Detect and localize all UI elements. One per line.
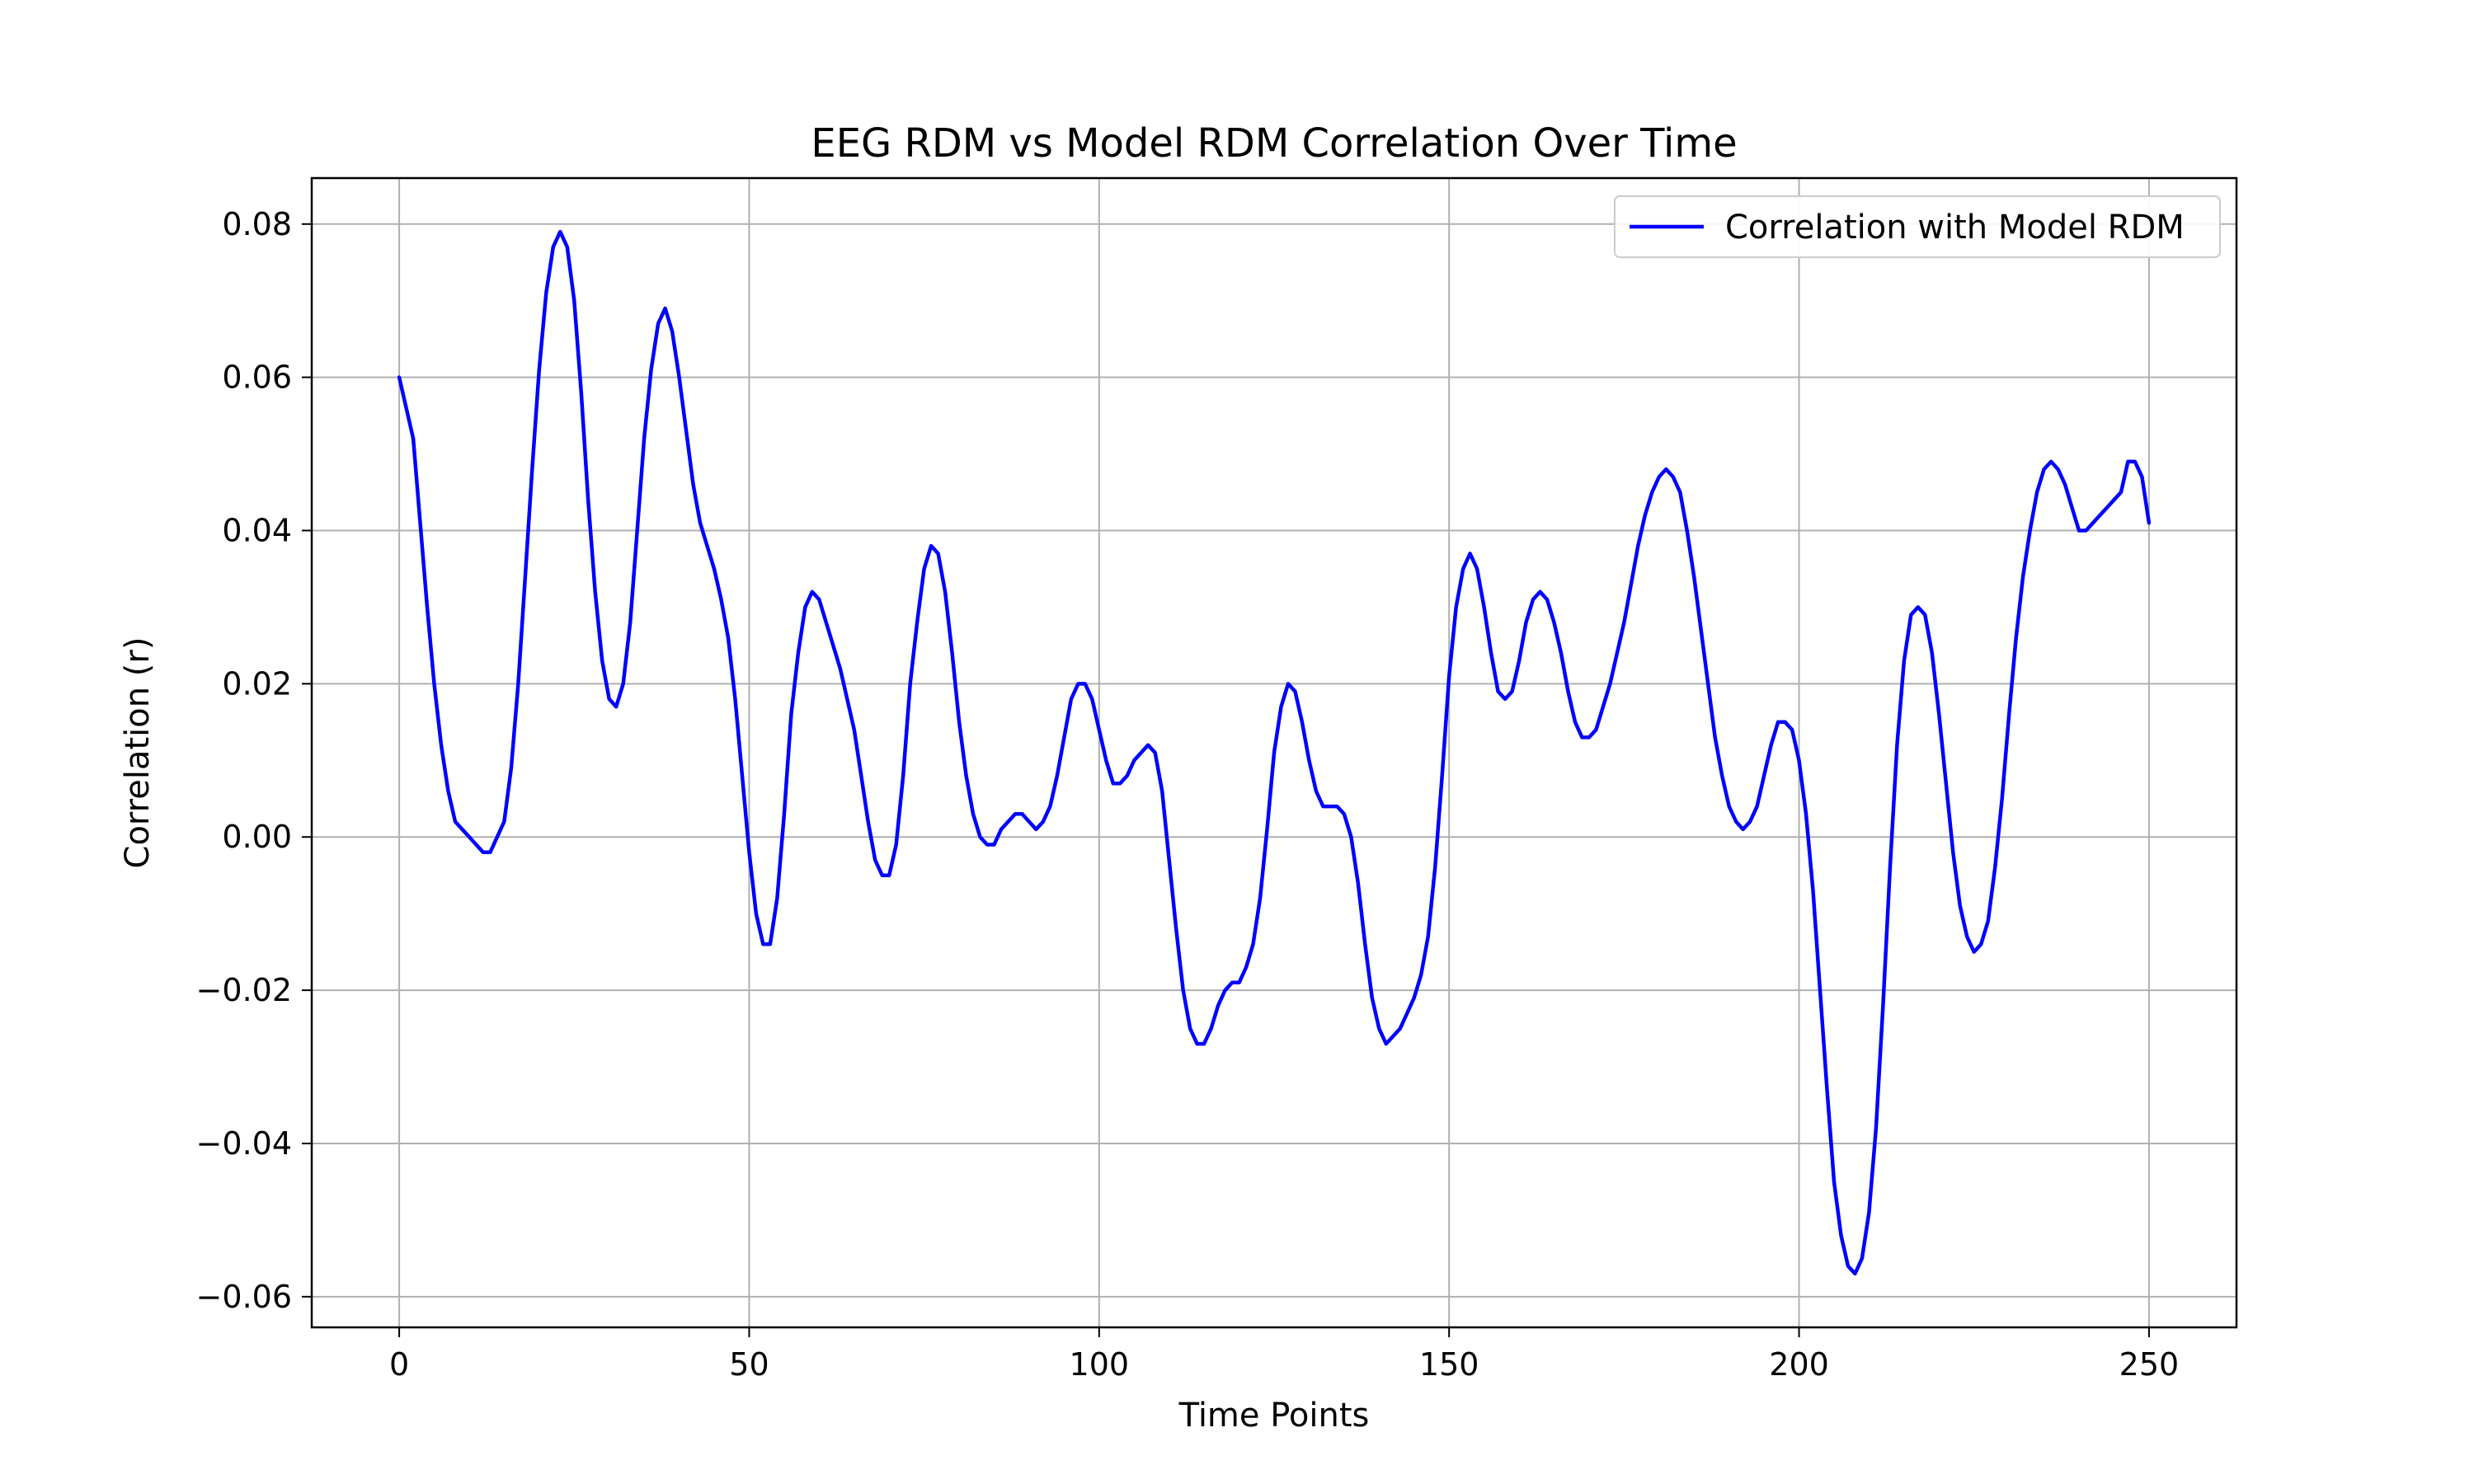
- y-tick-label: −0.02: [196, 972, 292, 1008]
- legend-label: Correlation with Model RDM: [1725, 209, 2185, 247]
- x-tick-label: 0: [389, 1346, 409, 1383]
- plot-frame: [310, 176, 2238, 1329]
- y-tick-label: −0.06: [196, 1279, 292, 1315]
- chart-title: EEG RDM vs Model RDM Correlation Over Ti…: [811, 120, 1737, 167]
- y-tick-label: 0.08: [222, 206, 292, 242]
- legend-box: [1614, 195, 2221, 258]
- x-tick-label: 200: [1769, 1346, 1829, 1383]
- x-tick-label: 250: [2119, 1346, 2180, 1383]
- x-tick-label: 50: [729, 1346, 769, 1383]
- x-tick-label: 100: [1070, 1346, 1130, 1383]
- y-tick-label: 0.00: [222, 819, 292, 855]
- x-axis-label: Time Points: [1178, 1397, 1370, 1435]
- y-tick-label: 0.04: [222, 512, 292, 548]
- series-layer: [397, 229, 2152, 1276]
- y-axis-label: Correlation (r): [119, 637, 157, 869]
- y-tick-label: 0.06: [222, 359, 292, 396]
- ticks: 0 50 100 150 200 250 −0.06 −0.04 −0.02 0.00 0.02 0.…: [196, 206, 2180, 1383]
- y-tick-label: −0.04: [196, 1125, 292, 1162]
- y-tick-label: 0.02: [222, 665, 292, 702]
- grid: [312, 178, 2236, 1327]
- series-line: [397, 229, 2152, 1276]
- x-tick-label: 150: [1419, 1346, 1479, 1383]
- legend: Correlation with Model RDM: [1614, 195, 2221, 258]
